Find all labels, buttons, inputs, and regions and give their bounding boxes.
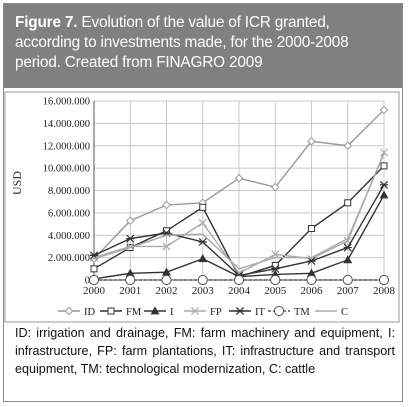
point-marker — [307, 136, 316, 146]
x-tick-label: 2003 — [192, 285, 215, 297]
x-tick-label: 2008 — [373, 285, 396, 297]
x-tick-labels: 2000 2001 2002 2003 2004 2005 2006 2007 2008 — [83, 285, 396, 297]
legend-item-it: IT — [229, 306, 265, 318]
x-tick-label: 2000 — [83, 285, 106, 297]
legend-item-id: ID — [58, 306, 95, 318]
point-marker — [379, 190, 389, 199]
legend-label: C — [341, 307, 348, 318]
point-marker — [64, 306, 74, 316]
x-tick-label: 2004 — [228, 285, 251, 297]
x-tick-label: 2006 — [301, 285, 324, 297]
figure-frame: Figure 7. Evolution of the value of ICR … — [3, 3, 403, 402]
point-marker — [379, 180, 389, 189]
point-marker — [271, 250, 280, 259]
legend-item-fm: FM — [100, 307, 142, 318]
point-marker — [273, 305, 285, 317]
point-marker — [198, 218, 207, 227]
point-marker — [90, 265, 98, 273]
point-marker — [199, 203, 207, 211]
point-marker — [233, 274, 245, 286]
point-marker — [307, 256, 316, 266]
legend-label: I — [170, 307, 174, 318]
point-marker — [88, 274, 100, 286]
gridlines — [93, 100, 385, 281]
point-marker — [198, 254, 208, 263]
legend-item-tm: TM — [268, 305, 310, 318]
point-marker — [125, 216, 135, 226]
point-marker — [234, 173, 244, 183]
point-marker — [270, 182, 280, 192]
figure-caption: ID: irrigation and drainage, FM: farm ma… — [15, 326, 395, 376]
y-axis-label: USD — [10, 171, 24, 195]
y-tick-label: 4.000.000 — [48, 231, 90, 242]
point-marker — [125, 274, 136, 286]
figure-header: Figure 7. Evolution of the value of ICR … — [4, 4, 402, 88]
y-tick-label: 16.000.000 — [43, 97, 90, 108]
point-marker — [190, 306, 200, 316]
point-marker — [107, 307, 115, 315]
y-tick-label: 0 — [85, 276, 90, 287]
series-layer — [88, 105, 390, 286]
legend-label: ID — [84, 307, 95, 318]
legend-label: FP — [210, 307, 222, 318]
point-marker — [343, 243, 352, 252]
plot-border — [4, 91, 400, 323]
y-tick-label: 14.000.000 — [43, 119, 90, 130]
point-marker — [162, 200, 171, 210]
legend-label: FM — [126, 307, 142, 318]
legend-item-fp: FP — [184, 306, 222, 318]
point-marker — [342, 274, 353, 286]
legend: ID FM I FP IT TM C — [58, 305, 348, 318]
y-tick-label: 12.000.000 — [43, 141, 90, 152]
point-marker — [379, 105, 389, 115]
line-chart: 0 2.000.000 4.000.000 6.000.000 8.000.000 10.… — [4, 91, 400, 323]
point-marker — [235, 306, 245, 316]
point-marker — [343, 141, 353, 151]
series-line — [93, 153, 385, 270]
point-marker — [150, 306, 160, 315]
x-tick-label: 2002 — [156, 285, 178, 297]
point-marker — [306, 274, 317, 286]
point-marker — [126, 234, 135, 243]
point-marker — [162, 242, 171, 251]
x-tick-label: 2005 — [264, 285, 287, 297]
point-marker — [379, 148, 389, 157]
x-tick-label: 2001 — [119, 285, 141, 297]
chart-area: 0 2.000.000 4.000.000 6.000.000 8.000.000 10.… — [4, 88, 402, 324]
series-id — [89, 105, 389, 264]
point-marker — [270, 274, 281, 286]
point-marker — [380, 162, 388, 170]
legend-label: TM — [294, 307, 310, 318]
point-marker — [378, 274, 390, 286]
point-marker — [344, 199, 352, 207]
y-tick-labels: 0 2.000.000 4.000.000 6.000.000 8.000.000 10.… — [43, 97, 90, 287]
y-tick-label: 8.000.000 — [48, 186, 90, 197]
point-marker — [343, 255, 353, 264]
legend-item-c: C — [315, 307, 348, 318]
series-fp — [89, 148, 389, 278]
y-tick-label: 10.000.000 — [43, 164, 90, 175]
figure-title: Evolution of the value of ICR granted, a… — [15, 14, 349, 71]
point-marker — [198, 237, 207, 246]
point-marker — [161, 274, 172, 286]
x-tick-label: 2007 — [337, 285, 360, 297]
legend-item-i: I — [144, 306, 174, 318]
y-tick-label: 2.000.000 — [48, 253, 90, 264]
point-marker — [197, 274, 208, 286]
series-c — [93, 153, 385, 270]
y-tick-label: 6.000.000 — [48, 208, 90, 219]
point-marker — [271, 264, 280, 273]
point-marker — [308, 225, 315, 233]
series-tm — [88, 274, 390, 286]
figure-label: Figure 7. — [15, 14, 78, 31]
legend-label: IT — [255, 307, 265, 318]
